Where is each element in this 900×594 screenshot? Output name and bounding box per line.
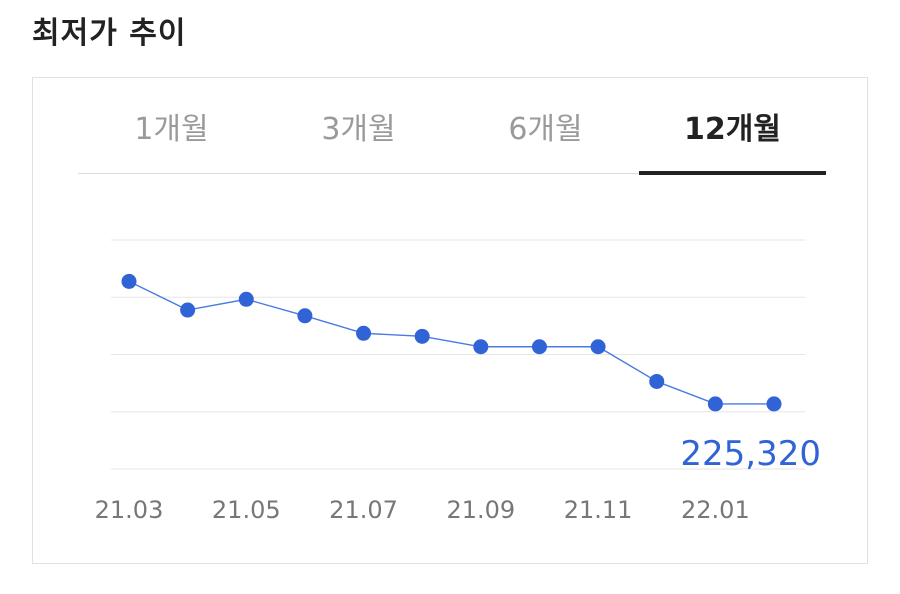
data-point[interactable]: [590, 339, 606, 355]
data-point[interactable]: [707, 396, 723, 412]
data-point[interactable]: [414, 328, 430, 344]
data-points: [121, 273, 782, 412]
x-tick-label: 21.09: [446, 496, 515, 524]
data-point[interactable]: [180, 302, 196, 318]
period-tabs: 1개월 3개월 6개월 12개월: [78, 78, 826, 175]
tab-12-months[interactable]: 12개월: [639, 78, 826, 175]
x-axis-ticks: 21.03 21.05 21.07 21.09 21.11 22.01: [95, 496, 750, 524]
x-tick-label: 21.11: [564, 496, 633, 524]
data-point[interactable]: [356, 325, 372, 341]
tab-1-month[interactable]: 1개월: [134, 111, 209, 147]
last-value-label: 225,320: [680, 434, 821, 474]
tab-3-months[interactable]: 3개월: [321, 111, 396, 147]
price-series-line: [128, 280, 774, 405]
data-point[interactable]: [297, 308, 313, 324]
data-point[interactable]: [766, 396, 782, 412]
tab-6-months[interactable]: 6개월: [508, 111, 583, 147]
data-point[interactable]: [531, 339, 547, 355]
data-point[interactable]: [121, 273, 137, 289]
grid-lines: [111, 239, 805, 470]
data-point[interactable]: [649, 373, 665, 389]
x-tick-label: 22.01: [681, 496, 750, 524]
price-trend-card: 1개월 3개월 6개월 12개월 225,320 21.03 21.05 21.07…: [32, 77, 868, 564]
x-tick-label: 21.05: [212, 496, 281, 524]
price-line-chart: 225,320 21.03 21.05 21.07 21.09 21.11 22.01: [95, 239, 821, 524]
x-tick-label: 21.03: [95, 496, 164, 524]
section-title: 최저가 추이: [32, 16, 187, 51]
x-tick-label: 21.07: [329, 496, 398, 524]
data-point[interactable]: [473, 339, 489, 355]
data-point[interactable]: [238, 291, 254, 307]
